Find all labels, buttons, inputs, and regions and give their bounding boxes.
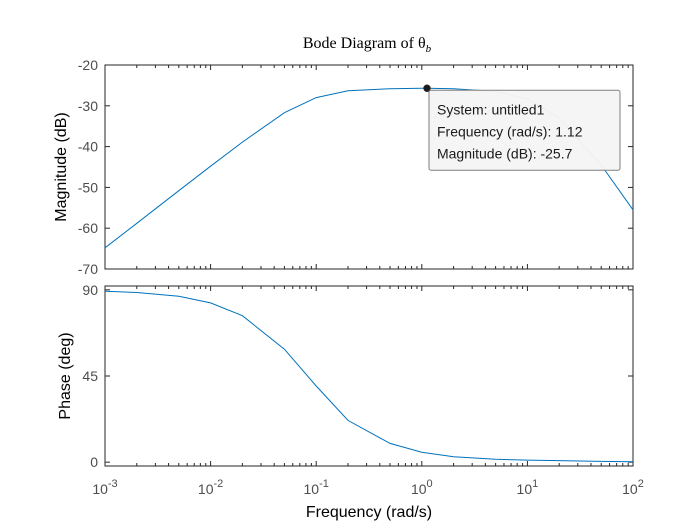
- frequency-xlabel: Frequency (rad/s): [306, 504, 432, 521]
- magnitude-y-tick-label: -30: [78, 98, 98, 114]
- phase-y-tick-label: 90: [82, 282, 98, 298]
- magnitude-y-tick-label: -40: [78, 139, 98, 155]
- datatip-system: System: untitled1: [437, 101, 545, 117]
- datatip-magnitude: Magnitude (dB): -25.7: [437, 145, 573, 161]
- magnitude-y-tick-label: -70: [78, 261, 98, 277]
- datatip-marker[interactable]: [423, 84, 431, 92]
- phase-panel: 90 45 0 Phase (deg): [57, 282, 634, 470]
- x-tick-label: 102: [622, 478, 644, 497]
- datatip-box: [428, 89, 621, 171]
- magnitude-y-tick-label: -50: [78, 179, 98, 195]
- chart-title: Bode Diagram of θb: [303, 35, 432, 55]
- datatip[interactable]: System: untitled1 Frequency (rad/s): 1.1…: [423, 84, 621, 171]
- magnitude-y-tick-label: -20: [78, 57, 98, 73]
- phase-axes-box: [104, 285, 634, 467]
- x-tick-label: 10-3: [92, 478, 117, 497]
- phase-y-tick-label: 45: [82, 368, 98, 384]
- datatip-frequency: Frequency (rad/s): 1.12: [437, 123, 583, 139]
- x-tick-label: 10-1: [304, 478, 329, 497]
- magnitude-ylabel: Magnitude (dB): [53, 112, 70, 221]
- phase-ylabel: Phase (deg): [57, 332, 74, 419]
- x-tick-label: 101: [517, 478, 539, 497]
- x-tick-label: 10-2: [198, 478, 223, 497]
- x-tick-label: 100: [411, 478, 433, 497]
- phase-y-tick-label: 0: [90, 454, 98, 470]
- magnitude-y-tick-label: -60: [78, 220, 98, 236]
- phase-series-line: [104, 290, 634, 463]
